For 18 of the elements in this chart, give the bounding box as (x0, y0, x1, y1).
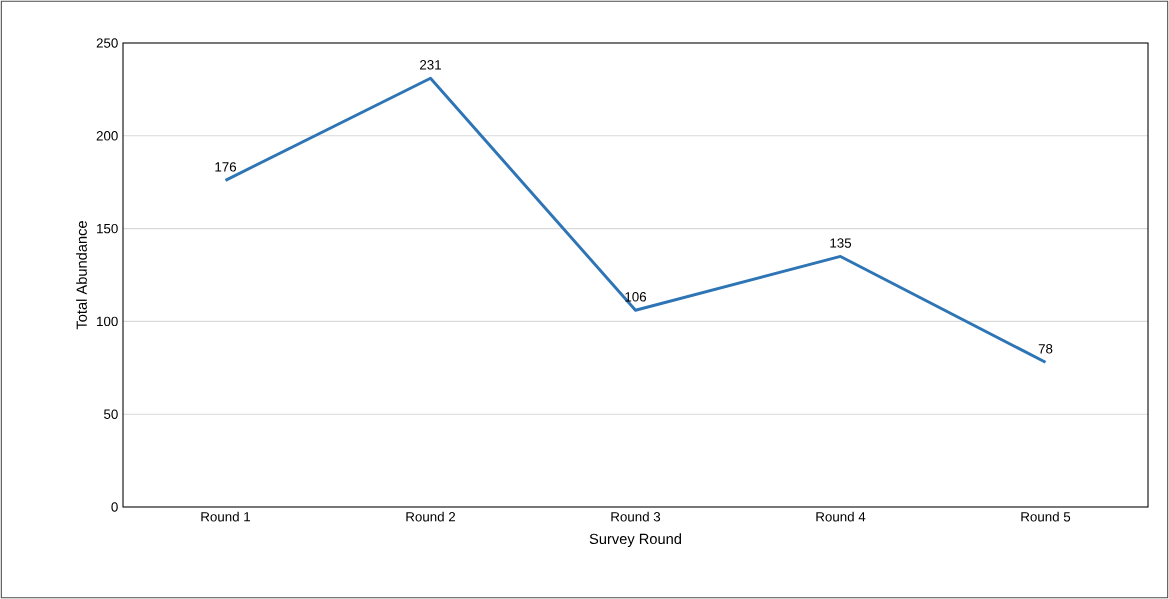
data-label: 176 (215, 162, 237, 172)
y-tick-label: 100 (97, 316, 118, 327)
x-tick-label: Round 1 (201, 511, 251, 522)
x-tick-label: Round 3 (611, 511, 661, 522)
x-tick-label: Round 5 (1021, 511, 1071, 522)
y-axis-title: Total Abundance (76, 221, 87, 330)
y-tick-label: 250 (96, 38, 118, 48)
y-tick-label: 150 (97, 223, 118, 234)
data-label: 231 (420, 60, 441, 70)
data-label: 135 (830, 238, 852, 248)
y-tick-label: 0 (111, 502, 118, 512)
y-tick-label: 50 (104, 409, 118, 419)
x-tick-label: Round 4 (816, 511, 866, 522)
x-axis-title: Survey Round (589, 533, 682, 547)
data-label: 106 (625, 292, 647, 302)
y-tick-label: 200 (96, 131, 118, 141)
x-tick-label: Round 2 (406, 511, 456, 522)
data-label: 78 (1038, 344, 1053, 354)
